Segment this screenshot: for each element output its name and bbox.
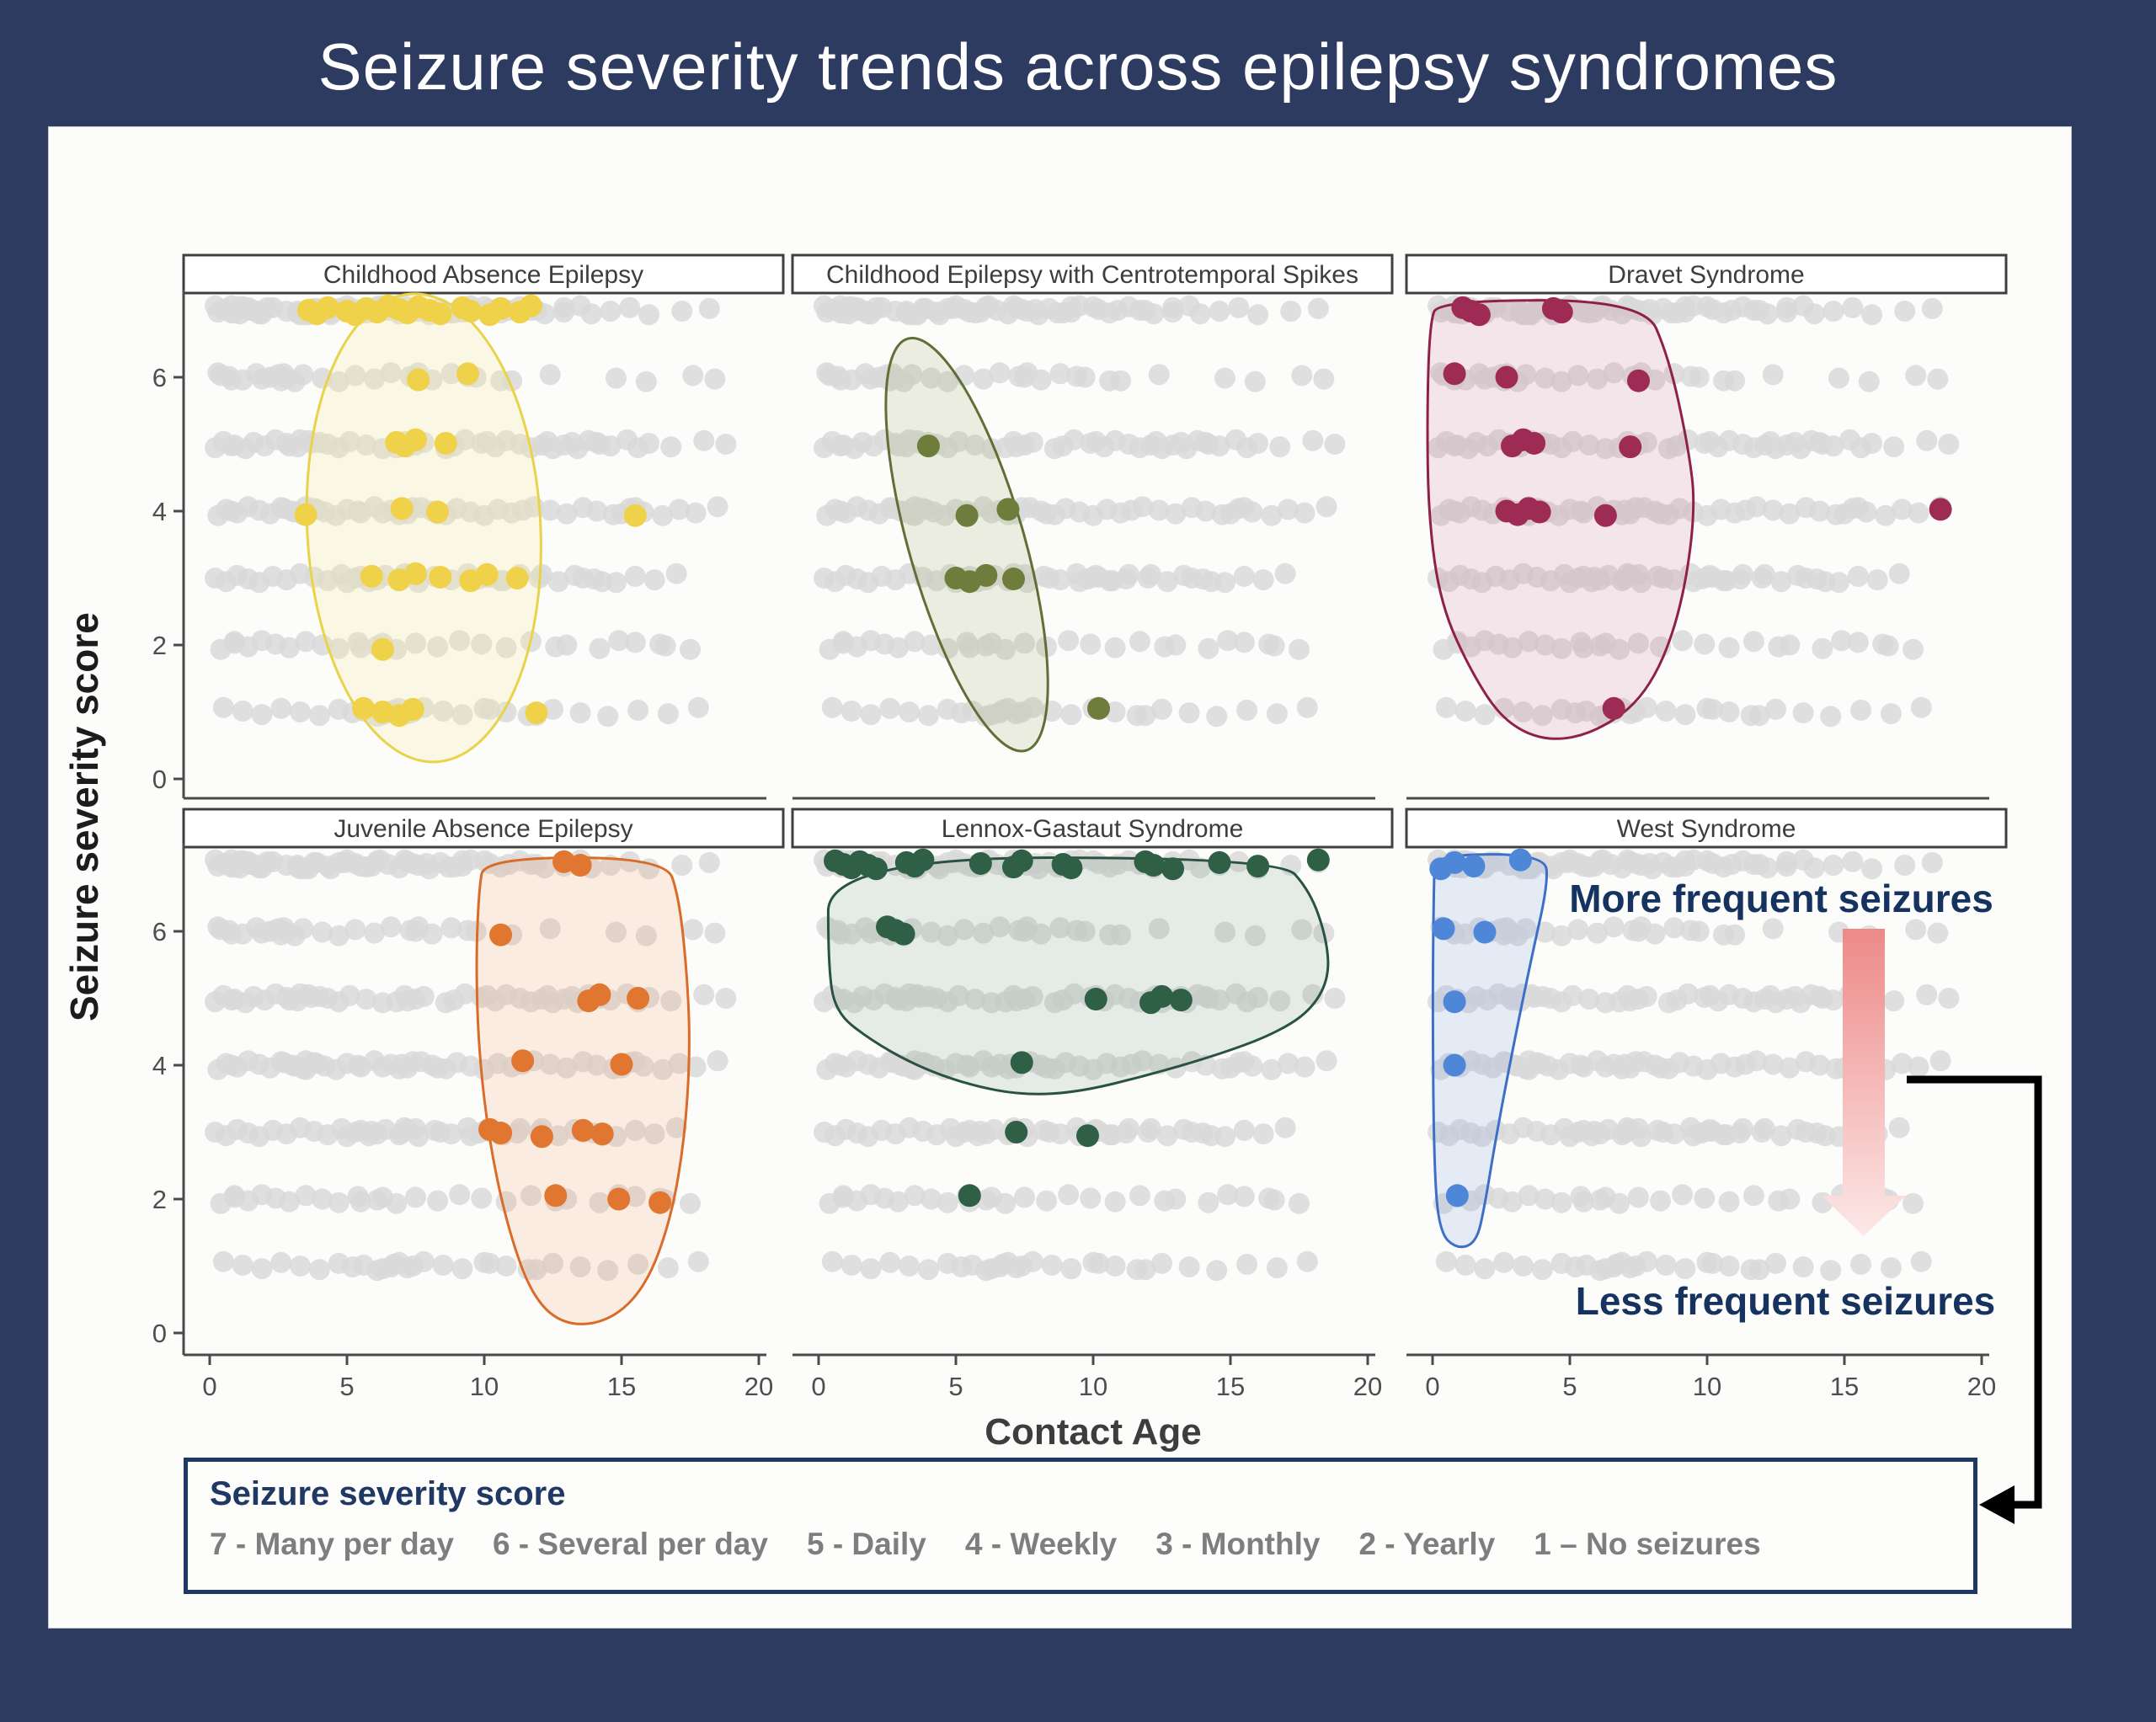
legend-item: 5 - Daily — [806, 1527, 926, 1561]
legend-item: 2 - Yearly — [1358, 1527, 1496, 1561]
y-axis-label: Seizure severity score — [62, 612, 106, 1021]
legend-item: 6 - Several per day — [492, 1527, 768, 1561]
annotation-more-frequent: More frequent seizures — [1569, 877, 1993, 920]
legend-items: 7 - Many per day 6 - Several per day 5 - D… — [210, 1527, 1973, 1562]
legend-item: 3 - Monthly — [1155, 1527, 1321, 1561]
annotation-less-frequent: Less frequent seizures — [1575, 1279, 1996, 1323]
legend-item: 7 - Many per day — [210, 1527, 454, 1561]
legend-title: Seizure severity score — [210, 1475, 566, 1512]
severity-legend-box: Seizure severity score 7 - Many per day 6… — [184, 1458, 1977, 1594]
page-title: Seizure severity trends across epilepsy … — [318, 29, 1838, 104]
x-axis-label: Contact Age — [985, 1411, 1202, 1453]
legend-item: 1 – No seizures — [1534, 1527, 1761, 1561]
legend-item: 4 - Weekly — [964, 1527, 1118, 1561]
